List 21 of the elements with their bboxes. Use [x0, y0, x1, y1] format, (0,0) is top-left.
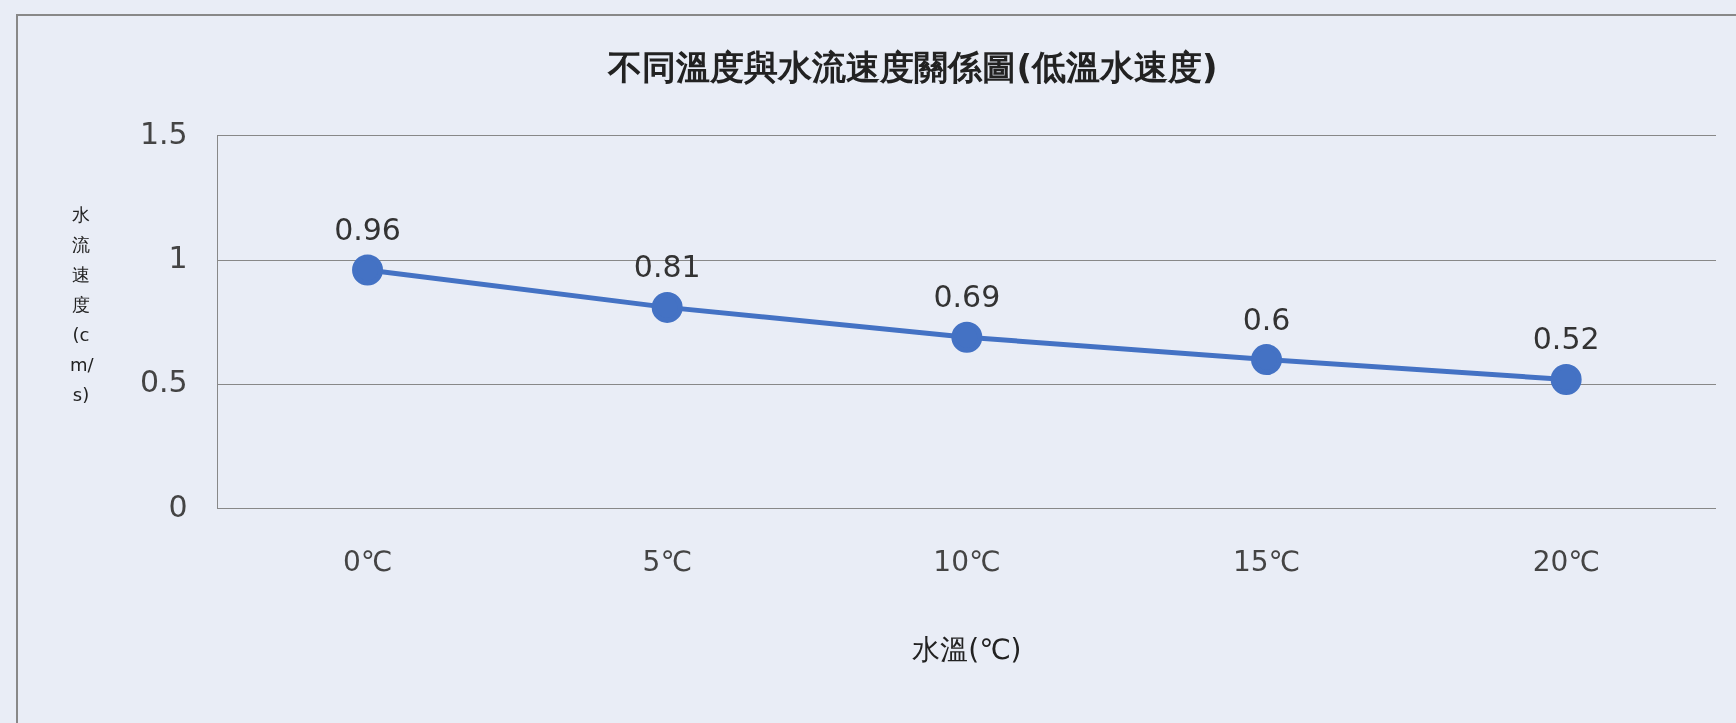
point: [951, 321, 983, 353]
y-tick-label: 0.5: [139, 364, 188, 400]
point: [352, 254, 384, 286]
y-axis-title: 水流速度(cm/s): [70, 203, 94, 407]
x-axis-title: 水溫(℃): [912, 633, 1022, 667]
x-tick-label: 0℃: [342, 544, 393, 578]
y-tick-label: 0: [168, 488, 188, 524]
chart-title: 不同溫度與水流速度關係圖(低溫水速度): [607, 47, 1218, 88]
x-tick-label: 20℃: [1532, 544, 1600, 578]
x-tick-label: 5℃: [642, 544, 692, 578]
data-label: 0.96: [334, 212, 401, 248]
x-tick-label: 15℃: [1232, 544, 1301, 578]
y-tick-label: 1.5: [139, 115, 188, 151]
y-tick-label: 1: [168, 239, 188, 275]
point: [1251, 344, 1283, 376]
point: [651, 291, 683, 323]
x-tick-label: 10℃: [933, 544, 1001, 578]
data-label: 0.6: [1242, 301, 1291, 337]
data-label: 0.52: [1532, 321, 1600, 357]
data-label: 0.69: [933, 279, 1001, 315]
point: [1550, 363, 1582, 395]
